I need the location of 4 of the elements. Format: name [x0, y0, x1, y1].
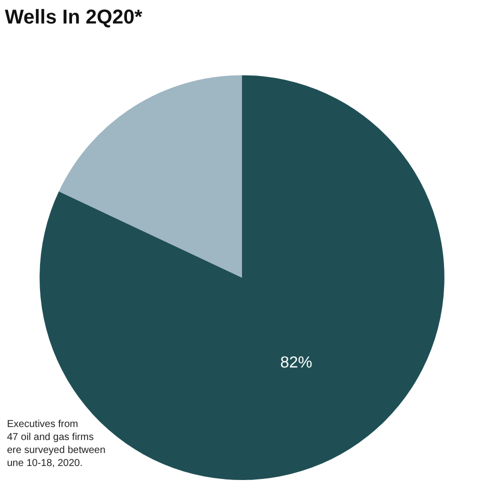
chart-title: Wells In 2Q20* [4, 6, 143, 29]
pie-slice [58, 75, 242, 278]
text: Executives from 47 oil and gas firms ere surveyed between une 10-18, 2020. [7, 419, 106, 469]
data-label: 82% [280, 354, 312, 372]
